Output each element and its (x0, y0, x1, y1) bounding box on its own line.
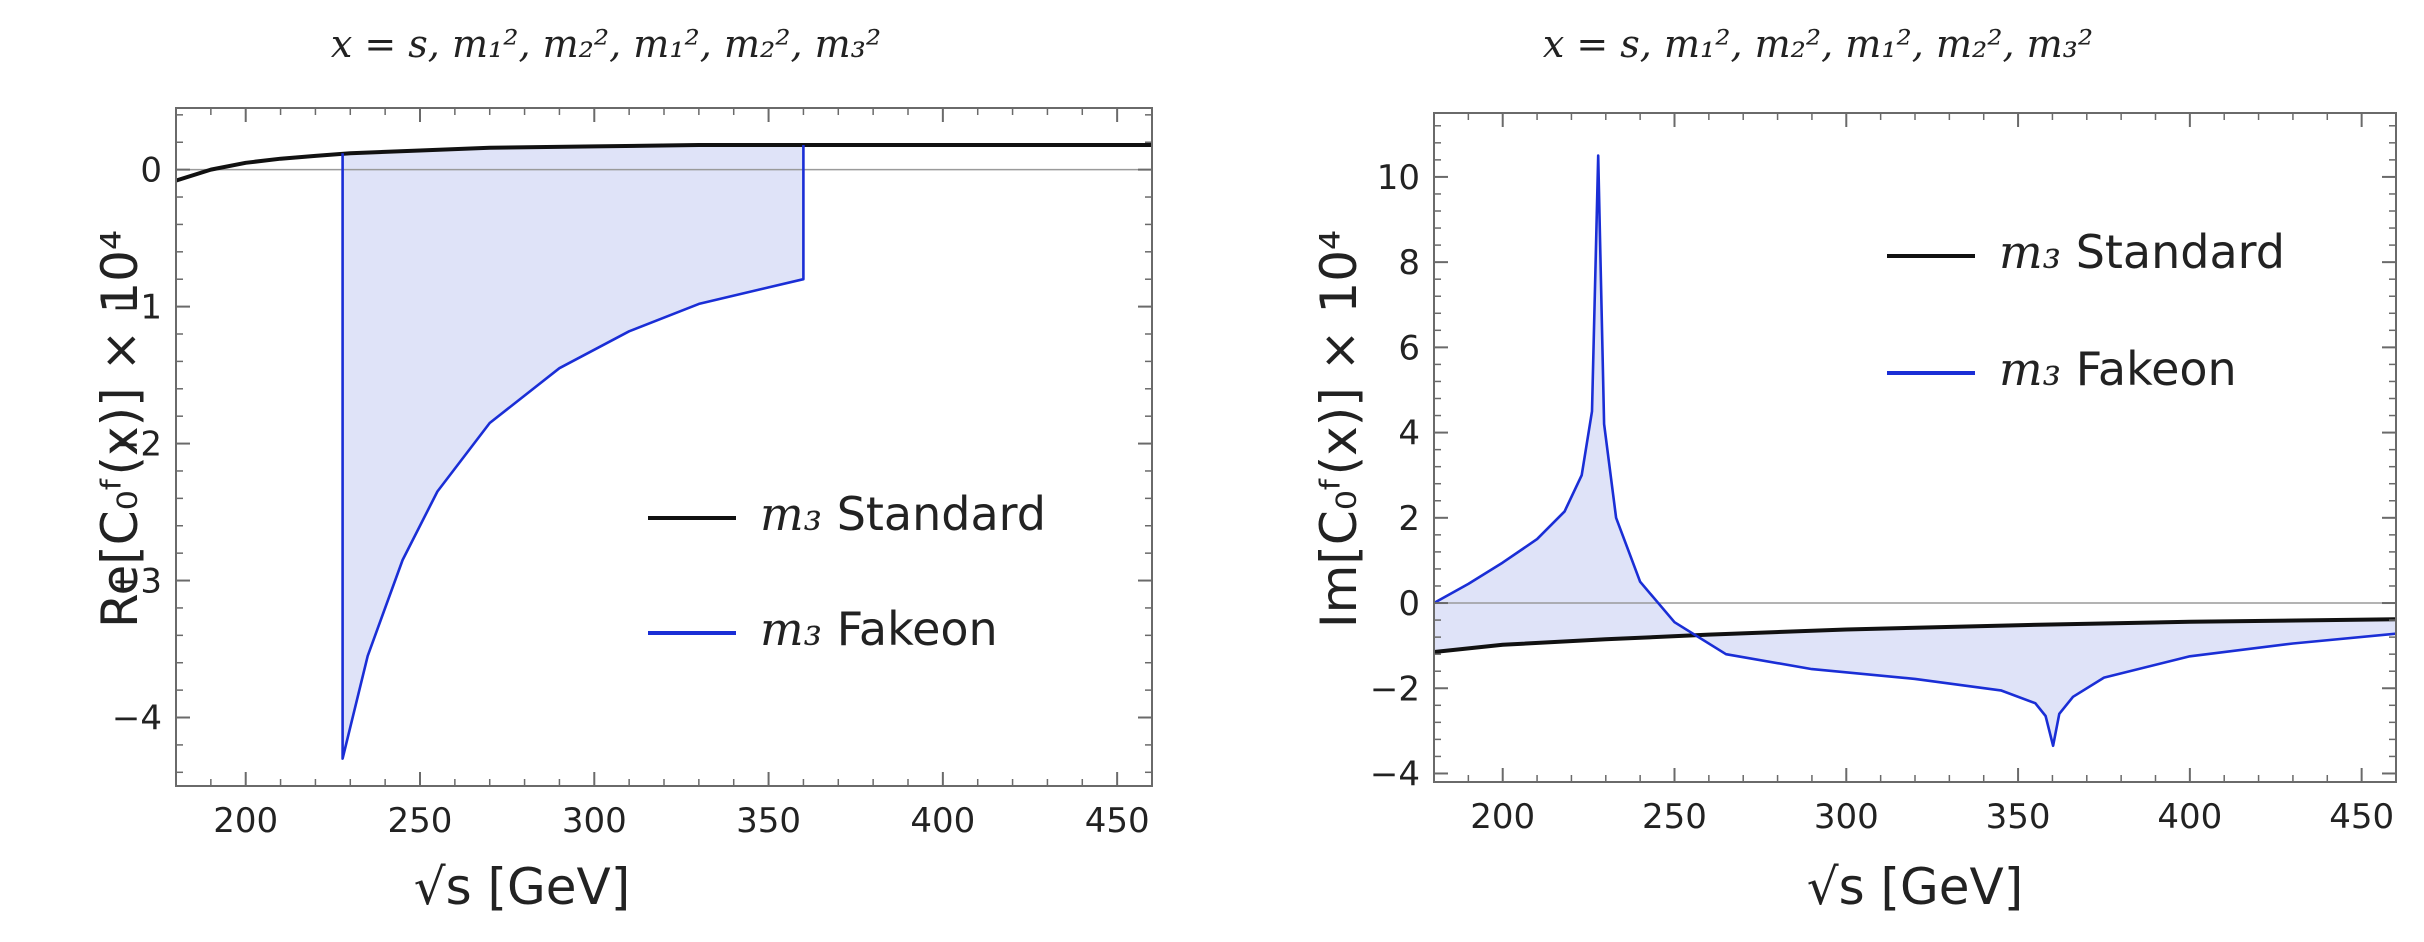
y-tick-label: 10 (1377, 158, 1420, 198)
y-tick-label: −2 (1370, 669, 1420, 709)
y-tick-label: 4 (1398, 414, 1420, 454)
y-tick-label: 0 (1398, 584, 1420, 624)
y-tick-label: −3 (112, 562, 162, 602)
legend-line-fakeon (648, 630, 736, 635)
x-axis-label: √s [GeV] (413, 858, 631, 916)
y-tick-label: −4 (112, 699, 162, 739)
y-tick-label: −1 (112, 288, 162, 328)
chart-plot-area: 200 250 300 350 400 450 10 8 6 4 2 0 −2 −4 (1370, 112, 2397, 837)
y-tick-label: −2 (112, 425, 162, 465)
legend-line-fakeon (1887, 370, 1975, 375)
legend-entry-fakeon: m₃ Fakeon (648, 602, 998, 656)
x-tick-label: 300 (562, 801, 627, 841)
y-tick-label: 2 (1398, 499, 1420, 539)
y-tick-label: 0 (140, 151, 162, 191)
legend-entry-standard: m₃ Standard (648, 487, 1046, 541)
y-tick-label: 8 (1398, 243, 1420, 283)
legend-line-standard (1887, 253, 1975, 258)
series-line-standard (1434, 617, 2396, 654)
series-line-standard (176, 143, 1152, 183)
y-tick-label: 6 (1398, 328, 1420, 368)
chart-panel-left: x = s, m₁², m₂², m₁², m₂², m₃² 200 250 300… (91, 22, 1153, 916)
x-tick-label: 450 (2329, 797, 2394, 837)
legend-line-standard (648, 515, 736, 520)
chart-panel-right: x = s, m₁², m₂², m₁², m₂², m₃² 200 250 300… (1212, 0, 2424, 942)
x-tick-label: 400 (2157, 797, 2222, 837)
x-tick-label: 250 (1642, 797, 1707, 837)
x-tick-label: 250 (388, 801, 453, 841)
x-tick-label: 200 (213, 801, 278, 841)
y-tick-label: −4 (1370, 754, 1420, 794)
chart-title: x = s, m₁², m₂², m₁², m₂², m₃² (1542, 22, 2094, 66)
series-line-fakeon (341, 145, 805, 760)
legend-entry-standard: m₃ Standard (1887, 225, 2285, 279)
x-tick-label: 200 (1470, 797, 1535, 837)
x-tick-label: 400 (910, 801, 975, 841)
x-tick-label: 450 (1085, 801, 1150, 841)
chart-title: x = s, m₁², m₂², m₁², m₂², m₃² (330, 22, 882, 66)
plot-frame (1433, 112, 2397, 783)
series-line-fakeon (1434, 154, 2396, 748)
region-fill (342, 145, 804, 759)
y-axis-label: Re[C₀ᶠ(x)] × 10⁴ (91, 230, 149, 628)
x-axis-label: √s [GeV] (1806, 858, 2024, 916)
x-tick-label: 350 (1986, 797, 2051, 837)
plot-content (176, 143, 1152, 760)
plot-content (1434, 154, 2396, 748)
x-tick-label: 350 (736, 801, 801, 841)
legend-entry-fakeon: m₃ Fakeon (1887, 342, 2237, 396)
x-tick-label: 300 (1814, 797, 1879, 837)
chart-plot-area: 200 250 300 350 400 450 0 −1 −2 −3 −4 (112, 107, 1153, 841)
y-axis-label: Im[C₀ᶠ(x)] × 10⁴ (1310, 229, 1368, 629)
